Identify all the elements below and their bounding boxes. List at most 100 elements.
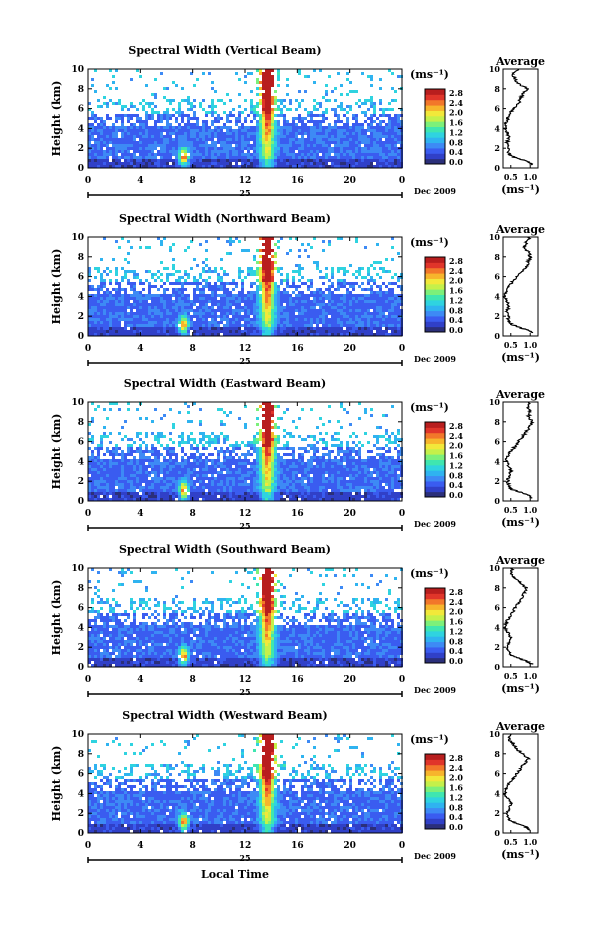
heatmap-cell	[97, 141, 100, 144]
heatmap-cell	[151, 462, 154, 465]
heatmap-cell	[208, 483, 211, 486]
heatmap-cell	[247, 267, 250, 270]
heatmap-cell	[259, 138, 262, 141]
heatmap-cell	[166, 483, 169, 486]
heatmap-cell	[178, 444, 181, 447]
heatmap-cell	[142, 99, 145, 102]
heatmap-cell	[106, 462, 109, 465]
heatmap-cell	[178, 333, 181, 336]
heatmap-cell	[340, 333, 343, 336]
heatmap-cell	[247, 162, 250, 165]
heatmap-cell	[268, 123, 271, 126]
heatmap-cell	[292, 135, 295, 138]
heatmap-cell	[283, 324, 286, 327]
heatmap-cell	[361, 135, 364, 138]
heatmap-cell	[397, 123, 400, 126]
heatmap-cell	[331, 108, 334, 111]
heatmap-cell	[328, 324, 331, 327]
heatmap-cell	[271, 270, 274, 273]
heatmap-cell	[289, 294, 292, 297]
heatmap-cell	[217, 321, 220, 324]
heatmap-cell	[109, 489, 112, 492]
heatmap-cell	[298, 144, 301, 147]
heatmap-cell	[235, 309, 238, 312]
heatmap-cell	[214, 111, 217, 114]
heatmap-cell	[370, 165, 373, 168]
heatmap-cell	[205, 147, 208, 150]
heatmap-cell	[124, 126, 127, 129]
heatmap-cell	[229, 162, 232, 165]
heatmap-cell	[262, 153, 265, 156]
heatmap-cell	[355, 309, 358, 312]
heatmap-cell	[226, 135, 229, 138]
heatmap-cell	[157, 162, 160, 165]
heatmap-cell	[196, 300, 199, 303]
heatmap-cell	[220, 315, 223, 318]
heatmap-cell	[394, 273, 397, 276]
heatmap-cell	[286, 78, 289, 81]
heatmap-cell	[259, 306, 262, 309]
heatmap-cell	[340, 327, 343, 330]
heatmap-cell	[145, 471, 148, 474]
heatmap-cell	[271, 237, 274, 240]
heatmap-cell	[124, 468, 127, 471]
heatmap-cell	[160, 435, 163, 438]
heatmap-cell	[379, 330, 382, 333]
heatmap-cell	[274, 324, 277, 327]
heatmap-cell	[256, 324, 259, 327]
heatmap-cell	[136, 495, 139, 498]
heatmap-cell	[112, 465, 115, 468]
heatmap-cell	[214, 120, 217, 123]
heatmap-cell	[307, 333, 310, 336]
heatmap-cell	[268, 153, 271, 156]
heatmap-cell	[88, 432, 91, 435]
heatmap-cell	[118, 486, 121, 489]
heatmap-cell	[295, 141, 298, 144]
avg-y-tick-label: 0	[494, 163, 500, 173]
heatmap-cell	[127, 135, 130, 138]
heatmap-cell	[100, 132, 103, 135]
heatmap-cell	[256, 126, 259, 129]
heatmap-cell	[322, 147, 325, 150]
heatmap-cell	[103, 123, 106, 126]
heatmap-cell	[337, 129, 340, 132]
heatmap-cell	[115, 273, 118, 276]
heatmap-cell	[295, 165, 298, 168]
heatmap-cell	[115, 150, 118, 153]
heatmap-cell	[238, 120, 241, 123]
heatmap-cell	[130, 162, 133, 165]
heatmap-cell	[160, 165, 163, 168]
heatmap-cell	[223, 291, 226, 294]
heatmap-cell	[178, 102, 181, 105]
heatmap-cell	[169, 273, 172, 276]
heatmap-cell	[316, 114, 319, 117]
heatmap-cell	[187, 165, 190, 168]
heatmap-cell	[178, 330, 181, 333]
heatmap-cell	[379, 291, 382, 294]
heatmap-cell	[196, 309, 199, 312]
heatmap-cell	[211, 99, 214, 102]
heatmap-cell	[250, 99, 253, 102]
heatmap-cell	[112, 459, 115, 462]
heatmap-cell	[208, 105, 211, 108]
heatmap-cell	[133, 471, 136, 474]
heatmap-cell	[262, 141, 265, 144]
heatmap-cell	[91, 159, 94, 162]
heatmap-cell	[244, 138, 247, 141]
heatmap-cell	[268, 129, 271, 132]
heatmap-cell	[292, 150, 295, 153]
heatmap-cell	[124, 114, 127, 117]
heatmap-cell	[397, 141, 400, 144]
heatmap-cell	[271, 327, 274, 330]
heatmap-cell	[106, 465, 109, 468]
heatmap-cell	[352, 321, 355, 324]
heatmap-cell	[124, 459, 127, 462]
heatmap-cell	[220, 159, 223, 162]
heatmap-cell	[217, 141, 220, 144]
heatmap-cell	[355, 123, 358, 126]
heatmap-cell	[274, 156, 277, 159]
heatmap-cell	[358, 312, 361, 315]
heatmap-cell	[271, 324, 274, 327]
heatmap-cell	[163, 474, 166, 477]
heatmap-cell	[151, 324, 154, 327]
